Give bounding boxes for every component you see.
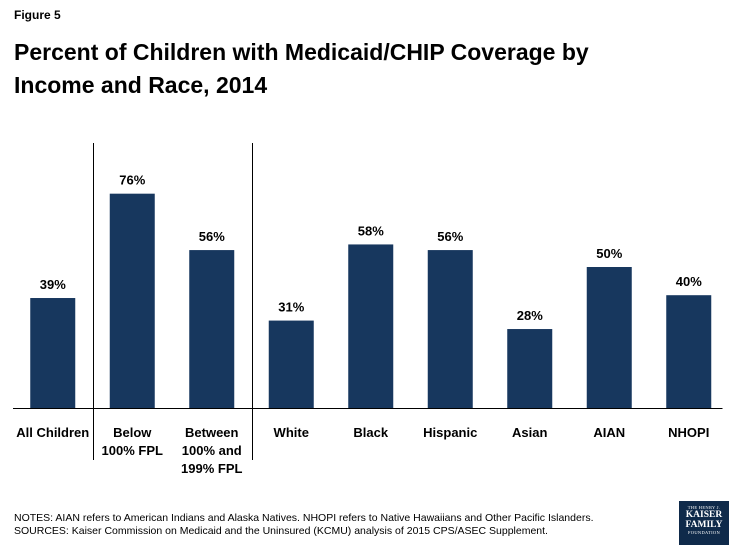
data-label-4: 58% — [358, 223, 384, 238]
kff-logo: THE HENRY J. KAISER FAMILY FOUNDATION — [679, 501, 729, 545]
notes: NOTES: AIAN refers to American Indians a… — [14, 512, 654, 538]
data-label-7: 50% — [596, 246, 622, 261]
category-label-6-0: Asian — [512, 425, 547, 440]
chart-title: Percent of Children with Medicaid/CHIP C… — [14, 39, 589, 98]
figure-label: Figure 5 — [14, 8, 61, 22]
data-label-3: 31% — [278, 300, 304, 315]
bar-3 — [268, 320, 314, 408]
category-label-2-1: 100% and — [182, 443, 242, 458]
data-label-1: 76% — [119, 173, 145, 188]
logo-line-4: FOUNDATION — [688, 530, 720, 535]
category-label-0-0: All Children — [16, 425, 89, 440]
data-label-8: 40% — [676, 274, 702, 289]
logo-line-2: KAISER — [685, 510, 723, 520]
bar-2 — [189, 250, 235, 408]
notes-line: NOTES: AIAN refers to American Indians a… — [14, 512, 594, 524]
bar-4 — [348, 244, 394, 408]
category-label-4-0: Black — [353, 425, 388, 440]
data-label-6: 28% — [517, 308, 543, 323]
bar-0 — [30, 298, 76, 408]
category-label-1-1: 100% FPL — [102, 443, 163, 458]
data-label-2: 56% — [199, 229, 225, 244]
logo-line-1: THE HENRY J. — [687, 505, 721, 510]
bar-6 — [507, 329, 553, 408]
bar-7 — [586, 267, 632, 408]
logo-line-3: FAMILY — [685, 520, 723, 530]
category-label-8-0: NHOPI — [668, 425, 709, 440]
category-label-3-0: White — [274, 425, 309, 440]
bar-1 — [109, 193, 155, 408]
sources-line: SOURCES: Kaiser Commission on Medicaid a… — [14, 525, 548, 537]
bar-chart: 39% All Children 76% Below 100% FPL 56% Betwee… — [13, 143, 723, 476]
data-label-5: 56% — [437, 229, 463, 244]
category-label-2-0: Between — [185, 425, 239, 440]
category-label-2-2: 199% FPL — [181, 461, 242, 476]
category-label-7-0: AIAN — [593, 425, 625, 440]
data-label-0: 39% — [40, 277, 66, 292]
category-label-1-0: Below — [113, 425, 152, 440]
category-label-5-0: Hispanic — [423, 425, 477, 440]
bar-5 — [427, 250, 473, 408]
bar-8 — [666, 295, 712, 408]
